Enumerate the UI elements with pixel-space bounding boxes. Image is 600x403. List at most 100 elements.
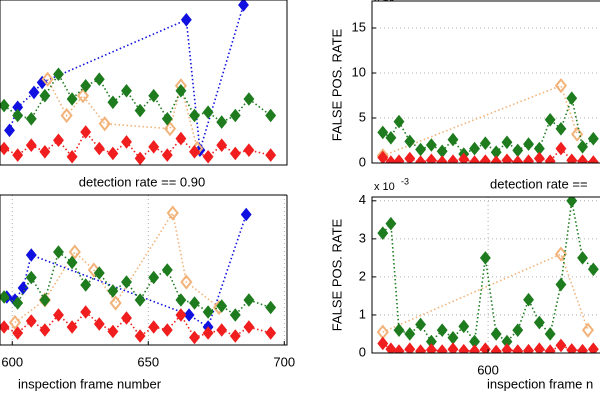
data-point xyxy=(243,320,255,334)
data-point xyxy=(0,320,10,334)
series-line xyxy=(46,78,199,149)
y-axis-label: FALSE POS. RATE xyxy=(329,28,344,141)
data-point xyxy=(577,251,588,265)
y-tick-label: 0 xyxy=(359,344,366,359)
data-point xyxy=(265,148,277,162)
data-point xyxy=(216,323,228,337)
data-point xyxy=(180,12,192,27)
data-point xyxy=(189,108,200,123)
data-point xyxy=(98,116,111,132)
data-point xyxy=(523,154,534,163)
data-point xyxy=(385,130,397,145)
data-point xyxy=(377,150,389,163)
data-point xyxy=(229,329,241,343)
data-point xyxy=(8,314,22,331)
data-point xyxy=(80,278,92,292)
data-point xyxy=(436,155,448,163)
data-point xyxy=(25,248,37,262)
axis-frame xyxy=(371,196,600,354)
data-point xyxy=(229,308,241,322)
y-scale-exponent: -3 xyxy=(401,176,409,186)
data-point xyxy=(479,251,491,265)
axis-frame xyxy=(0,0,288,166)
series-line xyxy=(14,210,220,324)
data-point xyxy=(12,296,24,310)
data-point xyxy=(555,338,567,353)
data-point xyxy=(41,71,54,87)
y-axis-label: FALSE POS. RATE xyxy=(329,218,344,331)
data-point xyxy=(53,67,64,82)
data-point xyxy=(80,125,92,139)
data-point xyxy=(25,270,37,285)
data-point xyxy=(425,138,437,152)
data-point xyxy=(587,262,599,277)
data-point xyxy=(240,207,252,222)
data-point xyxy=(53,308,64,322)
data-point xyxy=(479,154,491,163)
data-point xyxy=(404,342,416,353)
data-point xyxy=(544,344,556,353)
x-tick-label: 700 xyxy=(273,354,295,369)
data-point xyxy=(243,293,255,307)
plot-area xyxy=(0,0,277,165)
data-point xyxy=(555,121,567,136)
data-point xyxy=(12,108,24,123)
data-point xyxy=(163,121,177,137)
data-point xyxy=(39,144,51,159)
data-point xyxy=(587,342,599,353)
data-point xyxy=(189,144,200,159)
data-point xyxy=(566,91,578,106)
data-point xyxy=(458,319,470,334)
y-tick-label: 4 xyxy=(359,192,366,207)
data-point xyxy=(533,342,545,353)
data-point xyxy=(134,293,146,307)
data-point xyxy=(53,245,64,259)
data-point xyxy=(523,137,534,151)
data-point xyxy=(202,149,214,164)
data-point xyxy=(571,126,584,142)
data-point xyxy=(25,111,37,126)
data-point xyxy=(501,135,513,150)
data-point xyxy=(393,323,405,337)
data-point xyxy=(587,131,599,146)
data-point xyxy=(161,111,173,126)
y-tick-label: 15 xyxy=(352,19,366,34)
data-point xyxy=(229,108,241,123)
data-point xyxy=(107,284,119,298)
data-point xyxy=(447,342,459,353)
data-point xyxy=(80,305,92,319)
data-point xyxy=(148,270,160,285)
data-point xyxy=(554,246,568,262)
data-point xyxy=(265,108,277,123)
data-point xyxy=(4,123,15,138)
data-point xyxy=(12,326,24,340)
data-point xyxy=(0,98,10,113)
data-point xyxy=(501,153,513,163)
plot-area xyxy=(372,197,600,353)
data-point xyxy=(180,274,193,290)
data-point xyxy=(512,155,524,163)
data-point xyxy=(512,344,524,353)
data-point xyxy=(134,151,146,165)
data-point xyxy=(175,293,187,307)
y-tick-label: 0 xyxy=(359,154,366,169)
data-point xyxy=(404,151,416,163)
data-point xyxy=(512,323,524,337)
data-point xyxy=(183,308,195,322)
data-point xyxy=(39,323,51,337)
axis-frame xyxy=(0,194,288,346)
data-point xyxy=(393,114,405,129)
y-scale-base: x 10 xyxy=(374,0,395,4)
data-point xyxy=(458,343,470,353)
data-point xyxy=(377,125,389,140)
y-scale-base: x 10 xyxy=(374,181,395,193)
data-point xyxy=(93,72,105,87)
y-tick-label: 10 xyxy=(352,64,366,79)
x-tick-label: 600 xyxy=(1,354,23,369)
data-point xyxy=(229,146,241,161)
data-point xyxy=(376,324,389,340)
data-point xyxy=(60,107,73,124)
data-point xyxy=(566,343,578,353)
series-line xyxy=(382,252,589,333)
data-point xyxy=(533,315,545,330)
